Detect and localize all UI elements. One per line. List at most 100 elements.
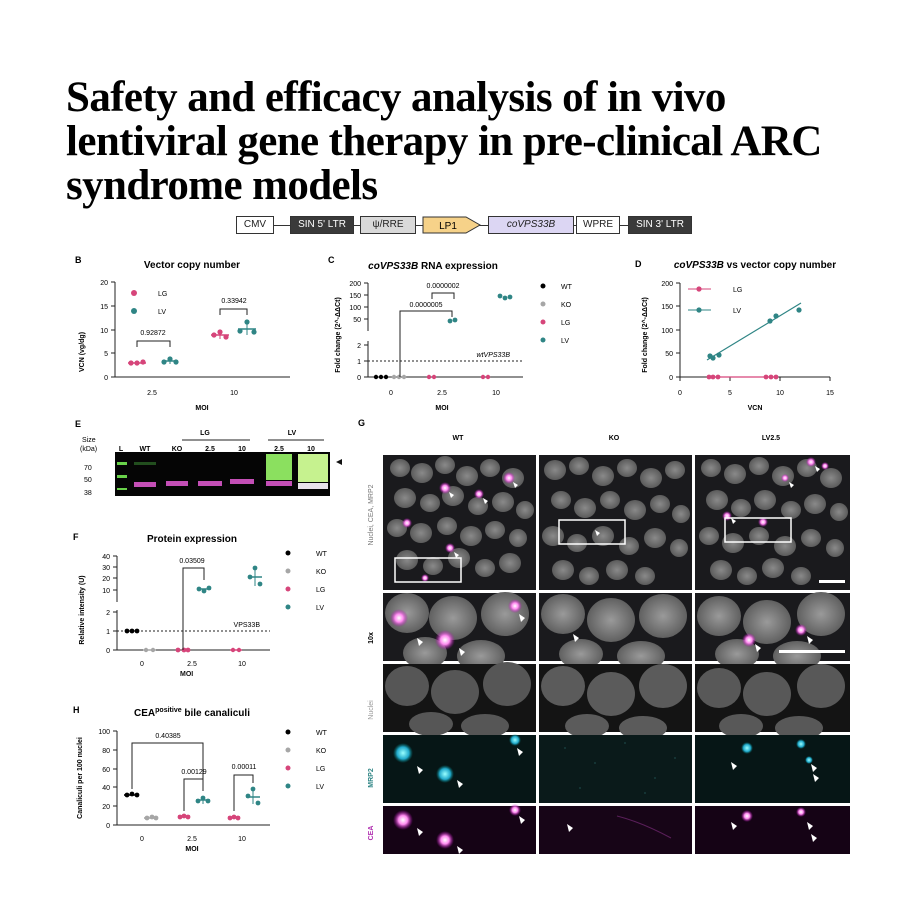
micrograph-mrp2-wt — [383, 734, 536, 803]
panel-d-xlabel: VCN — [748, 405, 763, 412]
legend-wt-label: WT — [316, 730, 328, 737]
panel-d-title-rest: vs vector copy number — [724, 260, 836, 271]
panel-h-ytick: 100 — [98, 729, 110, 736]
panel-h-ytick: 40 — [102, 785, 110, 792]
legend-wt-label: WT — [561, 284, 573, 291]
panel-c-ytick: 2 — [357, 343, 361, 350]
panel-f-xlabel-visible: MOI — [180, 671, 194, 678]
legend-lv-marker — [131, 308, 137, 314]
micrograph-zoom-ko — [539, 593, 692, 671]
panel-c-ytick: 1 — [357, 359, 361, 366]
legend-lg-marker — [540, 319, 546, 325]
panel-h-xlabel: MOI — [185, 846, 198, 853]
panel-h-letter: H — [73, 705, 80, 715]
panel-h-yticks: 0 20 40 60 80 100 — [98, 729, 117, 830]
panel-d-xtick: 5 — [728, 390, 732, 397]
panel-d-ytick: 100 — [661, 328, 673, 335]
micrograph-cea-ko — [539, 806, 692, 854]
panel-f-bracket — [182, 567, 205, 650]
panel-b-yticks: 0 5 10 15 20 — [100, 280, 115, 382]
legend-lv-label: LV — [316, 784, 324, 791]
panel-f-xtick: 10 — [238, 661, 246, 668]
legend-lg-label: LG — [561, 320, 570, 327]
panel-c-xtick: 10 — [492, 390, 500, 397]
legend-wt-label: WT — [316, 551, 328, 558]
scale-bar-zoom — [779, 650, 845, 653]
panel-g-letter: G — [358, 418, 365, 428]
panel-f-ytick: 1 — [106, 629, 110, 636]
panel-e-lane-label: 2.5 — [205, 446, 215, 453]
panel-b-ytick: 0 — [104, 375, 108, 382]
panel-e-marker-70: 70 — [84, 465, 92, 472]
panel-d-letter: D — [635, 259, 642, 269]
legend-lg-label: LG — [733, 287, 742, 294]
panel-f-xtick: 2.5 — [187, 661, 197, 668]
micrograph-cea-wt — [383, 804, 536, 854]
panel-e-western-blot: E Size (kDa) LG LV L WT KO 2.5 10 2.5 10… — [75, 419, 342, 497]
panel-h-title-main: CEA — [134, 708, 155, 719]
legend-wt-marker — [285, 729, 291, 735]
panel-b-ylabel: VCN (vg/dg) — [79, 332, 86, 372]
legend-ko-label: KO — [316, 569, 327, 576]
legend-lg-marker — [285, 765, 291, 771]
panel-e-marker-38: 38 — [84, 490, 92, 497]
panel-g-row-nuclei: Nuclei — [368, 700, 375, 720]
panel-c-title-rest: RNA expression — [418, 261, 498, 272]
panel-c-pvalue-2: 0.0000005 — [409, 302, 442, 309]
panel-e-letter: E — [75, 419, 81, 429]
panel-h-title: CEApositive bile canaliculi — [134, 707, 250, 719]
panel-f-data — [124, 565, 263, 653]
panel-h-title-sup: positive — [155, 707, 182, 714]
construct-rre: ψ/RRE — [360, 216, 416, 234]
panel-b-chart: B Vector copy number VCN (vg/dg) 0 5 10 … — [75, 255, 290, 412]
panel-b-ytick: 20 — [100, 280, 108, 287]
panel-b-ytick: 5 — [104, 351, 108, 358]
vector-construct-diagram: CMV SIN 5' LTR ψ/RRE LP1 coVPS33B WPRE S… — [236, 216, 696, 236]
panel-h-ytick: 20 — [102, 804, 110, 811]
panel-d-ytick: 0 — [669, 375, 673, 382]
panel-g-microscopy: G WT KO LV2.5 Nuclei, CEA, MRP2 10x Nucl… — [358, 418, 850, 854]
legend-lv-label: LV — [733, 308, 741, 315]
panel-c-ytick: 150 — [349, 293, 361, 300]
micrograph-cea-lv25 — [695, 806, 850, 854]
panel-b-xlabel: MOI — [195, 405, 208, 412]
panel-f-ytick: 10 — [102, 588, 110, 595]
legend-lv-label: LV — [561, 338, 569, 345]
panel-f-ytick: 0 — [106, 648, 110, 655]
panel-h-title-rest: bile canaliculi — [182, 708, 251, 719]
panel-c-title-gene: coVPS33B — [368, 261, 418, 272]
legend-ko-label: KO — [316, 748, 327, 755]
panel-f-chart: F Protein expression Relative intensity … — [73, 532, 328, 668]
panel-d-data — [706, 302, 802, 380]
panel-c-title: coVPS33B RNA expression — [368, 261, 498, 272]
panel-h-xtick: 0 — [140, 836, 144, 843]
paper-title: Safety and efficacy analysis of in vivo … — [66, 76, 886, 208]
panel-b-letter: B — [75, 255, 82, 265]
panel-d-xtick: 10 — [776, 390, 784, 397]
panel-b-xtick: 10 — [230, 390, 238, 397]
panel-f-title: Protein expression — [147, 534, 237, 545]
construct-cmv: CMV — [236, 216, 274, 234]
panel-f-ytick: 40 — [102, 554, 110, 561]
panel-b-bracket-1 — [136, 340, 171, 347]
title-line-2: lentiviral gene therapy in pre-clinical … — [66, 118, 822, 165]
panel-e-size-label: Size — [82, 437, 96, 444]
construct-wpre: WPRE — [576, 216, 620, 234]
panel-f-ytick: 2 — [106, 610, 110, 617]
legend-lg-label: LG — [316, 766, 325, 773]
panel-d-xticks: 0 5 10 15 — [678, 377, 834, 397]
legend-ko-marker — [285, 747, 291, 753]
construct-covps33b: coVPS33B — [488, 216, 574, 234]
panel-h-pvalue-1: 0.40385 — [155, 733, 180, 740]
legend-ko-label: KO — [561, 302, 572, 309]
panel-d-ytick: 200 — [661, 281, 673, 288]
panel-d-yticks: 0 50 100 150 200 — [661, 281, 680, 382]
panel-e-kda-label: (kDa) — [80, 446, 97, 453]
panel-b-xtick: 2.5 — [147, 390, 157, 397]
micrograph-nuclei-lv25 — [695, 664, 850, 740]
panel-e-lane-label: KO — [172, 446, 183, 453]
panel-c-xtick: 0 — [389, 390, 393, 397]
panel-h-data — [124, 786, 261, 821]
panel-e-lane-label: WT — [140, 446, 152, 453]
panel-c-ytick: 200 — [349, 281, 361, 288]
